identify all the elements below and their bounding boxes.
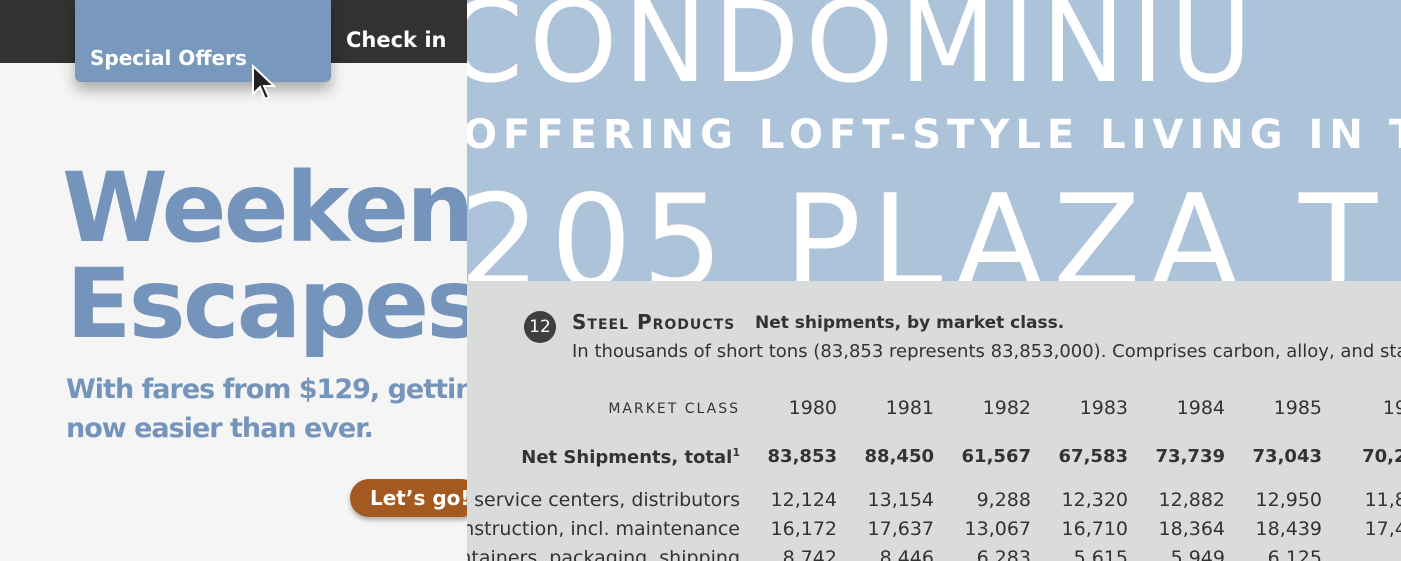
tab-label[interactable]: Special Offers [90,46,247,70]
table-cell: 11,88 [1364,489,1401,511]
table-title: Steel Products [572,310,736,334]
table-cell: 5,949 [1170,547,1225,561]
cursor [252,64,277,101]
table-cell: 8,446 [879,547,934,561]
total-label-text: Net Shipments, total [521,447,733,468]
row-header-label: MARKET CLASS [608,401,740,417]
row-label: Containers, packaging, shipping [467,547,740,561]
row-label: Steel service centers, distributors [467,489,740,511]
column-header: 1982 [982,397,1031,419]
nav-tab[interactable] [75,0,331,82]
column-header: 198 [1382,397,1401,419]
column-header: 1980 [788,397,837,419]
table-cell: 18,439 [1255,518,1322,540]
subhead: With fares from $129, getting [66,374,467,405]
table-cell: 13,154 [867,489,934,511]
poster-line: CONDOMINIU [467,0,1258,108]
poster-line: OFFERING LOFT-STYLE LIVING IN THE [467,112,1401,158]
promo-panel: Special Offers Check in WeekendEscapes With… [0,0,467,561]
cta-button[interactable]: Let’s go! [350,479,467,517]
poster-line: 205 PLAZA T [467,168,1388,281]
column-header: 1985 [1273,397,1322,419]
table-cell: 12,320 [1061,489,1128,511]
table-cell: 13,067 [964,518,1031,540]
headline: Weekend [62,152,467,264]
check-in-link[interactable]: Check in [346,28,447,52]
table-cell: 6,125 [1267,547,1322,561]
headline: Escapes [66,248,467,360]
table-cell: 6,283 [976,547,1031,561]
total-cell: 61,567 [961,446,1031,467]
table-cell: 9,288 [976,489,1031,511]
table-cell: 5,615 [1073,547,1128,561]
table-cell: 12,882 [1158,489,1225,511]
footnote-mark: 1 [732,446,740,459]
total-label: Net Shipments, total1 [467,446,740,468]
column-header: 1984 [1176,397,1225,419]
table-number: 12 [524,311,556,343]
column-header: 1981 [885,397,934,419]
total-cell: 73,043 [1252,446,1322,467]
table-cell: 18,364 [1158,518,1225,540]
subhead: now easier than ever. [66,413,374,444]
total-cell: 88,450 [864,446,934,467]
table-cell: 12,124 [770,489,837,511]
total-cell: 67,583 [1058,446,1128,467]
total-cell: 73,739 [1155,446,1225,467]
row-label: Construction, incl. maintenance [467,518,740,540]
table-cell: 16,710 [1061,518,1128,540]
total-cell: 83,853 [767,446,837,467]
total-cell: 70,26 [1362,446,1401,467]
table-subtitle: Net shipments, by market class. [755,313,1065,333]
table-note: In thousands of short tons (83,853 repre… [572,341,1401,362]
table-cell: 17,47 [1364,518,1401,540]
poster: CONDOMINIU OFFERING LOFT-STYLE LIVING IN … [467,0,1401,281]
table-cell: 16,172 [770,518,837,540]
column-header: 1983 [1079,397,1128,419]
table-panel: 12 Steel Products Net shipments, by market… [467,281,1401,561]
table-cell: 17,637 [867,518,934,540]
table-cell: 12,950 [1255,489,1322,511]
table-cell: 8,742 [782,547,837,561]
